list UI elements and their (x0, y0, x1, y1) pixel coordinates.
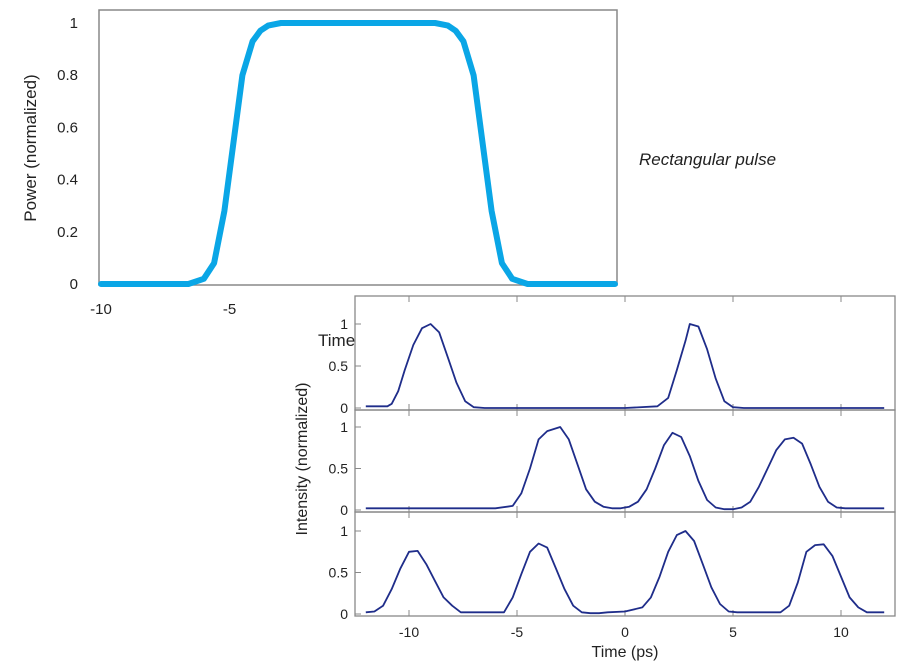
top-x-tick-label: -10 (90, 301, 112, 318)
pulse-annotation: Rectangular pulse (639, 150, 776, 169)
bottom-x-tick-label: -10 (399, 624, 419, 640)
top-plot-frame (98, 9, 618, 286)
bottom-y-tick-label: 0 (340, 400, 348, 416)
top-x-tick-label: -5 (223, 301, 236, 318)
bottom-y-tick-label: 0.5 (329, 565, 349, 581)
top-y-tick-label: 1 (70, 15, 78, 32)
bottom-y-tick-label: 1 (340, 523, 348, 539)
bottom-series-line-3 (365, 530, 885, 615)
bottom-x-tick-label: -5 (511, 624, 524, 640)
bottom-series-line-1 (365, 323, 885, 409)
bottom-y-tick-label: 0 (340, 606, 348, 622)
top-y-tick-label: 0 (70, 276, 78, 293)
top-y-tick-label: 0.6 (57, 119, 78, 136)
top-y-tick-label: 0.2 (57, 224, 78, 241)
bottom-panel-3: 00.51 (329, 511, 896, 622)
bottom-y-tick-label: 0 (340, 502, 348, 518)
bottom-series-line-2 (365, 426, 885, 511)
bottom-y-tick-label: 1 (340, 419, 348, 435)
bottom-plot-bg (355, 296, 895, 616)
top-y-axis-label: Power (normalized) (21, 74, 40, 221)
bottom-x-axis-label: Time (ps) (592, 644, 659, 661)
top-y-tick-labels: 0 0.2 0.4 0.6 0.8 1 (57, 15, 78, 293)
top-series-line (98, 20, 618, 287)
bottom-x-tick-label: 5 (729, 624, 737, 640)
top-y-tick-label: 0.8 (57, 67, 78, 84)
bottom-x-tick-label: 0 (621, 624, 629, 640)
bottom-y-tick-label: 0.5 (329, 358, 349, 374)
bottom-y-tick-label: 0.5 (329, 461, 349, 477)
bottom-y-axis-label: Intensity (normalized) (294, 383, 311, 536)
bottom-x-tick-labels: -10 -5 0 5 10 (399, 624, 849, 640)
bottom-x-tick-label: 10 (833, 624, 849, 640)
top-y-tick-label: 0.4 (57, 172, 78, 189)
bottom-y-tick-label: 1 (340, 316, 348, 332)
